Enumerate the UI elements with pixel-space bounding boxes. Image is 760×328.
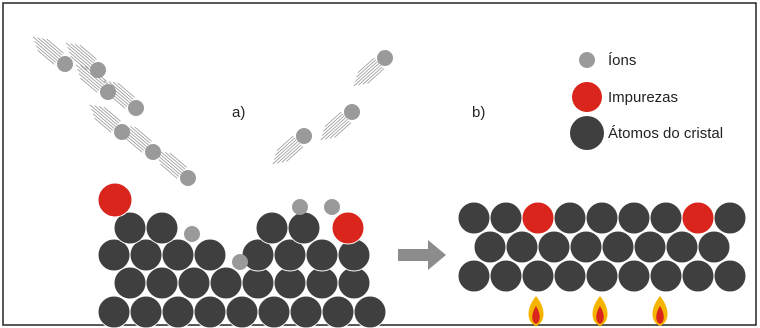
atom (242, 267, 274, 299)
atom (458, 260, 490, 292)
atom (146, 267, 178, 299)
atom (162, 296, 194, 328)
atom (162, 239, 194, 271)
atom (338, 267, 370, 299)
impurity (332, 212, 364, 244)
atom (256, 212, 288, 244)
atom (458, 202, 490, 234)
panel-label: a) (232, 104, 245, 121)
ion (180, 170, 196, 186)
ion (184, 226, 200, 242)
atom (194, 296, 226, 328)
atom (666, 231, 698, 263)
atom (146, 212, 178, 244)
legend-label: Átomos do cristal (608, 125, 723, 142)
atom (490, 202, 522, 234)
atom (274, 267, 306, 299)
impurity (682, 202, 714, 234)
ion (232, 254, 248, 270)
atom (682, 260, 714, 292)
atom (714, 202, 746, 234)
ion (114, 124, 130, 140)
ion (377, 50, 393, 66)
legend-swatch (579, 52, 595, 68)
atom (306, 267, 338, 299)
atom (258, 296, 290, 328)
atom (586, 260, 618, 292)
atom (602, 231, 634, 263)
ion (128, 100, 144, 116)
legend-swatch (572, 82, 602, 112)
atom (490, 260, 522, 292)
atom (98, 239, 130, 271)
atom (714, 260, 746, 292)
atom (554, 202, 586, 234)
atom (554, 260, 586, 292)
atom (474, 231, 506, 263)
page: {"panels": {"a": "a)", "b": "b)"}, "lege… (0, 0, 760, 328)
ion (145, 144, 161, 160)
ion (292, 199, 308, 215)
atom (130, 239, 162, 271)
atom (570, 231, 602, 263)
atom (226, 296, 258, 328)
atom (338, 239, 370, 271)
legend-label: Íons (608, 52, 636, 69)
atom (194, 239, 226, 271)
atom (650, 260, 682, 292)
atom (98, 296, 130, 328)
atom (306, 239, 338, 271)
legend-label: Impurezas (608, 89, 678, 106)
legend-swatch (570, 116, 604, 150)
atom (618, 260, 650, 292)
ion (296, 128, 312, 144)
atom (354, 296, 386, 328)
ion (344, 104, 360, 120)
impurity (522, 202, 554, 234)
atom (506, 231, 538, 263)
ion (324, 199, 340, 215)
atom (698, 231, 730, 263)
atom (130, 296, 162, 328)
atom (322, 296, 354, 328)
atom (178, 267, 210, 299)
atom (522, 260, 554, 292)
atom (634, 231, 666, 263)
atom (210, 267, 242, 299)
atom (650, 202, 682, 234)
atom (586, 202, 618, 234)
atom (290, 296, 322, 328)
ion (57, 56, 73, 72)
atom (618, 202, 650, 234)
atom (288, 212, 320, 244)
atom (114, 267, 146, 299)
impurity (98, 183, 132, 217)
panel-label: b) (472, 104, 485, 121)
diagram: a) b) Íons Impurezas Átomos do cristal (0, 0, 760, 328)
atom (538, 231, 570, 263)
